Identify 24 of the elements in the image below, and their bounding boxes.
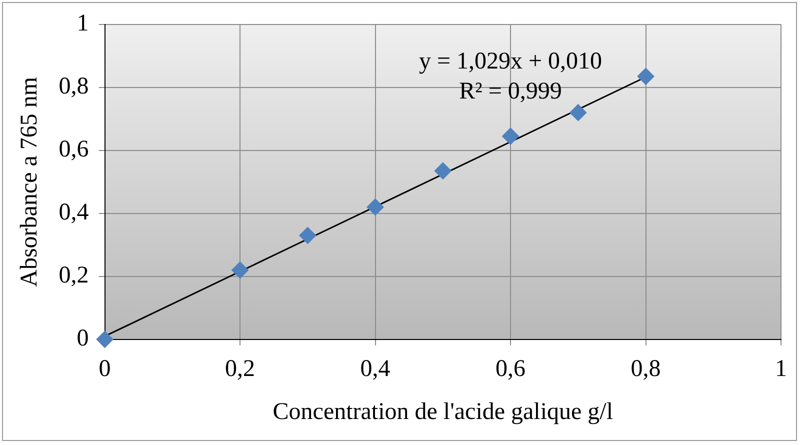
point <box>366 198 384 216</box>
x-tick-label: 0,4 <box>360 356 390 382</box>
x-tick-label: 0,6 <box>496 356 526 382</box>
y-tick-label: 0,2 <box>58 262 89 289</box>
x-tick-label: 0 <box>98 356 111 382</box>
point <box>434 162 452 180</box>
y-tick-label: 1 <box>76 10 89 37</box>
x-tick-label: 1 <box>775 356 787 382</box>
annotation: y = 1,029x + 0,010 <box>418 48 602 75</box>
point <box>299 226 316 244</box>
y-tick-label: 0,6 <box>58 136 89 163</box>
y-tick-label: 0,4 <box>58 200 89 226</box>
point <box>637 68 654 85</box>
x-tick-label: 0,8 <box>630 356 661 382</box>
point <box>232 262 249 279</box>
y-tick-label: 0 <box>76 326 89 352</box>
y-axis-title: Absorbance a 765 nm <box>16 76 43 287</box>
x-axis-title: Concentration de l'acide galique g/l <box>272 398 614 425</box>
point <box>502 128 520 145</box>
point <box>96 330 114 348</box>
point <box>570 104 587 122</box>
annotation: R² = 0,999 <box>459 78 562 105</box>
x-tick-label: 0,2 <box>225 356 256 382</box>
y-tick-label: 0,8 <box>58 74 89 100</box>
